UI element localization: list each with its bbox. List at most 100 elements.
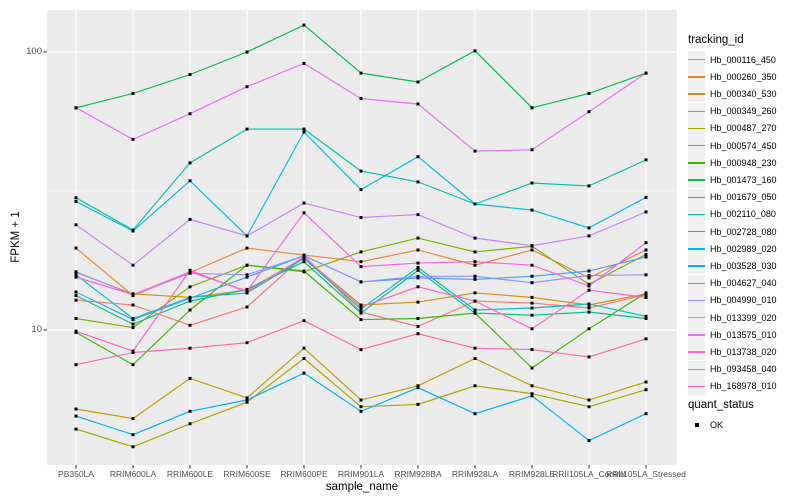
data-point (131, 263, 135, 267)
legend-key (688, 223, 705, 240)
data-point (587, 439, 591, 443)
data-point (530, 384, 534, 388)
legend-key-line-icon (688, 368, 705, 370)
data-point (359, 188, 363, 192)
data-point (131, 322, 135, 326)
data-point (644, 380, 648, 384)
quant-ok-key (688, 416, 705, 433)
data-point (530, 366, 534, 370)
data-point (416, 324, 420, 328)
data-point (644, 337, 648, 341)
data-point (245, 400, 249, 404)
data-point (473, 346, 477, 350)
data-point (131, 303, 135, 307)
data-point (416, 248, 420, 252)
data-point (302, 130, 306, 134)
data-point (530, 106, 534, 110)
legend-item-label: Hb_004627_040 (710, 278, 777, 289)
data-point (302, 23, 306, 27)
data-point (245, 290, 249, 294)
legend-key-line-icon (688, 93, 705, 95)
data-point (359, 348, 363, 352)
data-point (644, 248, 648, 252)
data-point (74, 270, 78, 274)
data-point (587, 276, 591, 280)
legend-key-line-icon (688, 179, 705, 181)
data-point (416, 386, 420, 390)
legend-item-label: Hb_003528_030 (710, 260, 777, 271)
data-point (644, 412, 648, 416)
data-point (473, 49, 477, 53)
legend-item: Hb_000574_450 (688, 137, 777, 154)
data-point (530, 274, 534, 278)
legend-item-quant-ok: OK (688, 416, 723, 433)
data-point (587, 91, 591, 95)
x-tick-label: RRIM928LE (508, 469, 556, 479)
data-point (359, 216, 363, 219)
legend-item-label: Hb_000116_450 (710, 54, 776, 65)
data-point (644, 291, 648, 295)
black-square-point-icon (694, 422, 699, 427)
legend-key (688, 205, 705, 223)
data-point (302, 260, 306, 264)
data-point (74, 414, 78, 418)
data-point (416, 300, 420, 304)
data-point (188, 376, 192, 380)
panel-background (47, 10, 677, 465)
legend-title-tracking-id: tracking_id (688, 34, 744, 46)
data-point (302, 61, 306, 65)
x-tick-label: RRIM600PE (280, 469, 328, 479)
legend-key-line-icon (688, 213, 705, 216)
legend-item: Hb_003528_030 (688, 257, 777, 275)
data-point (131, 318, 135, 322)
data-point (359, 311, 363, 315)
legend-key-line-icon (688, 145, 705, 147)
data-point (473, 274, 477, 278)
legend-item-label: Hb_004990_010 (710, 295, 777, 306)
data-point (74, 273, 78, 277)
data-point (74, 200, 78, 203)
legend-key-line-icon (688, 317, 705, 319)
x-tick-label: RRIM600LA (109, 469, 157, 479)
data-point (530, 394, 534, 398)
data-point (473, 384, 477, 388)
data-point (416, 102, 420, 106)
legend-item-label: OK (710, 419, 724, 430)
data-point (245, 275, 249, 279)
data-point (530, 148, 534, 152)
data-point (131, 137, 135, 141)
data-point (188, 296, 192, 300)
data-point (188, 217, 192, 221)
legend-item-label: Hb_168978_010 (710, 381, 777, 392)
data-point (131, 417, 135, 421)
legend-item: Hb_000349_260 (688, 102, 777, 120)
data-point (188, 179, 192, 183)
data-point (359, 409, 363, 413)
data-point (587, 184, 591, 188)
legend-key-line-icon (688, 265, 705, 267)
x-tick-label: RRIM928BA (394, 469, 442, 479)
legend-key-line-icon (688, 76, 705, 78)
data-point (530, 208, 534, 212)
data-point (587, 234, 591, 238)
data-point (359, 318, 363, 322)
legend-key (688, 240, 705, 258)
legend-key-line-icon (688, 299, 705, 302)
data-point (587, 226, 591, 230)
legend-key (688, 137, 705, 154)
data-point (473, 308, 477, 312)
legend-key (688, 68, 705, 86)
legend-key (688, 343, 705, 361)
legend-item: Hb_000948_230 (688, 154, 777, 172)
data-point (644, 273, 648, 277)
legend-key (688, 171, 705, 189)
data-point (416, 180, 420, 184)
legend-key (688, 85, 705, 103)
data-point (359, 303, 363, 307)
data-point (644, 388, 648, 392)
legend-key (688, 326, 705, 344)
legend-key (688, 257, 705, 275)
x-axis-title: sample_name (325, 481, 399, 493)
data-point (473, 236, 477, 240)
legend-key-line-icon (688, 127, 705, 130)
